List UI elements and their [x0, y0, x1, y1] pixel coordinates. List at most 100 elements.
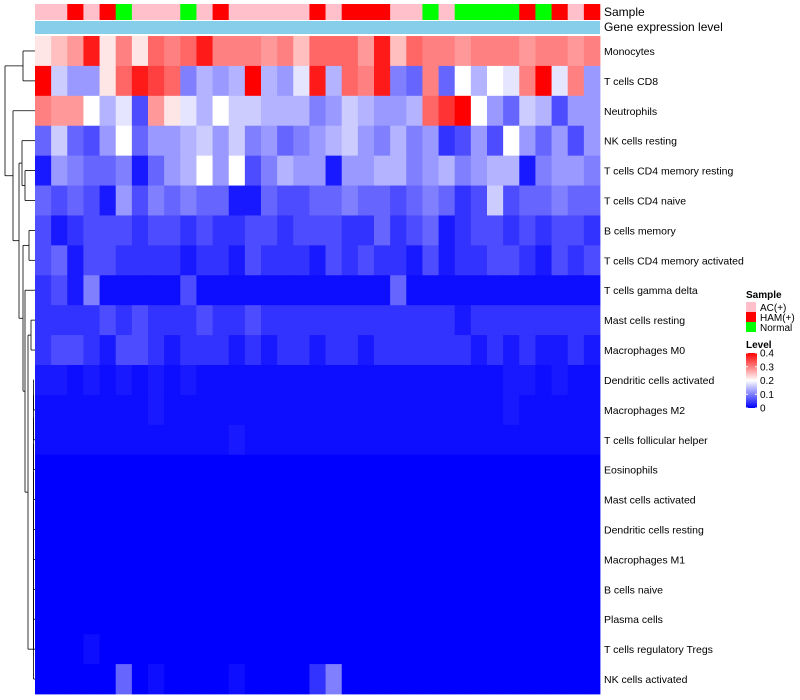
heatmap-cell — [390, 664, 407, 695]
heatmap-cell — [67, 245, 84, 276]
heatmap-cell — [261, 65, 278, 97]
heatmap-cell — [293, 394, 310, 426]
heatmap-cell — [228, 514, 246, 545]
heatmap-cell — [148, 95, 165, 127]
heatmap-cell — [487, 634, 504, 665]
heatmap-cell — [422, 544, 439, 575]
heatmap-cell — [293, 305, 310, 336]
heatmap-cell — [583, 514, 601, 545]
heatmap-cell — [357, 275, 375, 306]
heatmap-cell — [406, 155, 423, 186]
heatmap-cell — [374, 454, 391, 486]
heatmap-cell — [244, 424, 262, 456]
heatmap-cell — [309, 514, 326, 545]
heatmap-cell — [535, 36, 552, 67]
heatmap-cell — [519, 424, 536, 456]
heatmap-cell — [196, 604, 213, 635]
heatmap-cell — [567, 245, 585, 276]
heatmap-cell — [551, 604, 569, 635]
heatmap-cell — [309, 484, 326, 515]
heatmap-cell — [99, 305, 117, 336]
heatmap-cell — [67, 544, 84, 575]
heatmap-cell — [487, 484, 504, 515]
heatmap-cell — [357, 305, 375, 336]
heatmap-cell — [148, 574, 165, 605]
heatmap-cell — [212, 634, 230, 665]
heatmap-cell — [277, 335, 294, 366]
heatmap-cell — [131, 335, 149, 366]
heatmap-cell — [164, 454, 181, 486]
sample-annotation-cell — [196, 4, 213, 20]
row-dendrogram — [4, 50, 35, 680]
heatmap-cell — [51, 125, 68, 157]
heatmap-cell — [196, 365, 213, 396]
heatmap-cell — [325, 424, 343, 456]
row-label: T cells CD4 naive — [604, 196, 686, 208]
heatmap-cell — [503, 215, 520, 246]
heatmap-cell — [374, 484, 391, 515]
heatmap-cell — [503, 335, 520, 366]
heatmap-cell — [35, 365, 52, 396]
row-label: B cells naive — [604, 584, 663, 596]
heatmap-cell — [535, 484, 552, 515]
heatmap-cell — [51, 424, 68, 456]
heatmap-cell — [374, 394, 391, 426]
heatmap-cell — [406, 305, 423, 336]
heatmap-cell — [438, 36, 456, 67]
heatmap-cell — [51, 454, 68, 486]
heatmap-cell — [115, 215, 133, 246]
heatmap-cell — [309, 305, 326, 336]
heatmap-cell — [212, 305, 230, 336]
heatmap-cell — [244, 305, 262, 336]
heatmap-cell — [115, 245, 133, 276]
heatmap-cell — [422, 574, 439, 605]
heatmap-cell — [325, 305, 343, 336]
heatmap-cell — [277, 305, 294, 336]
heatmap-cell — [406, 275, 423, 306]
heatmap-cell — [261, 394, 278, 426]
heatmap-cell — [551, 155, 569, 186]
heatmap-cell — [325, 574, 343, 605]
row-label: T cells CD4 memory activated — [604, 255, 744, 267]
heatmap-cell — [309, 394, 326, 426]
heatmap-cell — [438, 514, 456, 545]
heatmap-cell — [99, 36, 117, 67]
heatmap-cell — [325, 215, 343, 246]
heatmap-cell — [325, 125, 343, 157]
heatmap-cell — [212, 454, 230, 486]
heatmap-cell — [438, 215, 456, 246]
heatmap-cell — [277, 454, 294, 486]
heatmap-cell — [357, 544, 375, 575]
heatmap-cell — [422, 155, 439, 186]
heatmap-cell — [390, 424, 407, 456]
heatmap-cell — [293, 544, 310, 575]
heatmap-cell — [309, 95, 326, 127]
heatmap-cell — [341, 634, 359, 665]
heatmap-cell — [67, 95, 84, 127]
heatmap-cell — [357, 424, 375, 456]
heatmap-cell — [390, 574, 407, 605]
heatmap-cell — [293, 634, 310, 665]
heatmap-cell — [244, 95, 262, 127]
heatmap-cell — [454, 454, 472, 486]
heatmap-cell — [583, 484, 601, 515]
heatmap-cell — [261, 544, 278, 575]
heatmap-cell — [67, 36, 84, 67]
heatmap-cell — [341, 65, 359, 97]
heatmap-cell — [487, 95, 504, 127]
heatmap-cell — [325, 544, 343, 575]
heatmap-cell — [454, 484, 472, 515]
heatmap-cell — [35, 275, 52, 306]
legend-level-tick-label: 0.3 — [760, 362, 774, 373]
heatmap-cell — [293, 664, 310, 695]
heatmap-cell — [535, 454, 552, 486]
sample-annotation-cell — [406, 4, 423, 20]
heatmap-cell — [551, 275, 569, 306]
heatmap-cell — [35, 484, 52, 515]
heatmap-cell — [99, 604, 117, 635]
heatmap-cell — [422, 454, 439, 486]
heatmap-cell — [519, 275, 536, 306]
heatmap-cell — [212, 394, 230, 426]
heatmap-cell — [535, 424, 552, 456]
